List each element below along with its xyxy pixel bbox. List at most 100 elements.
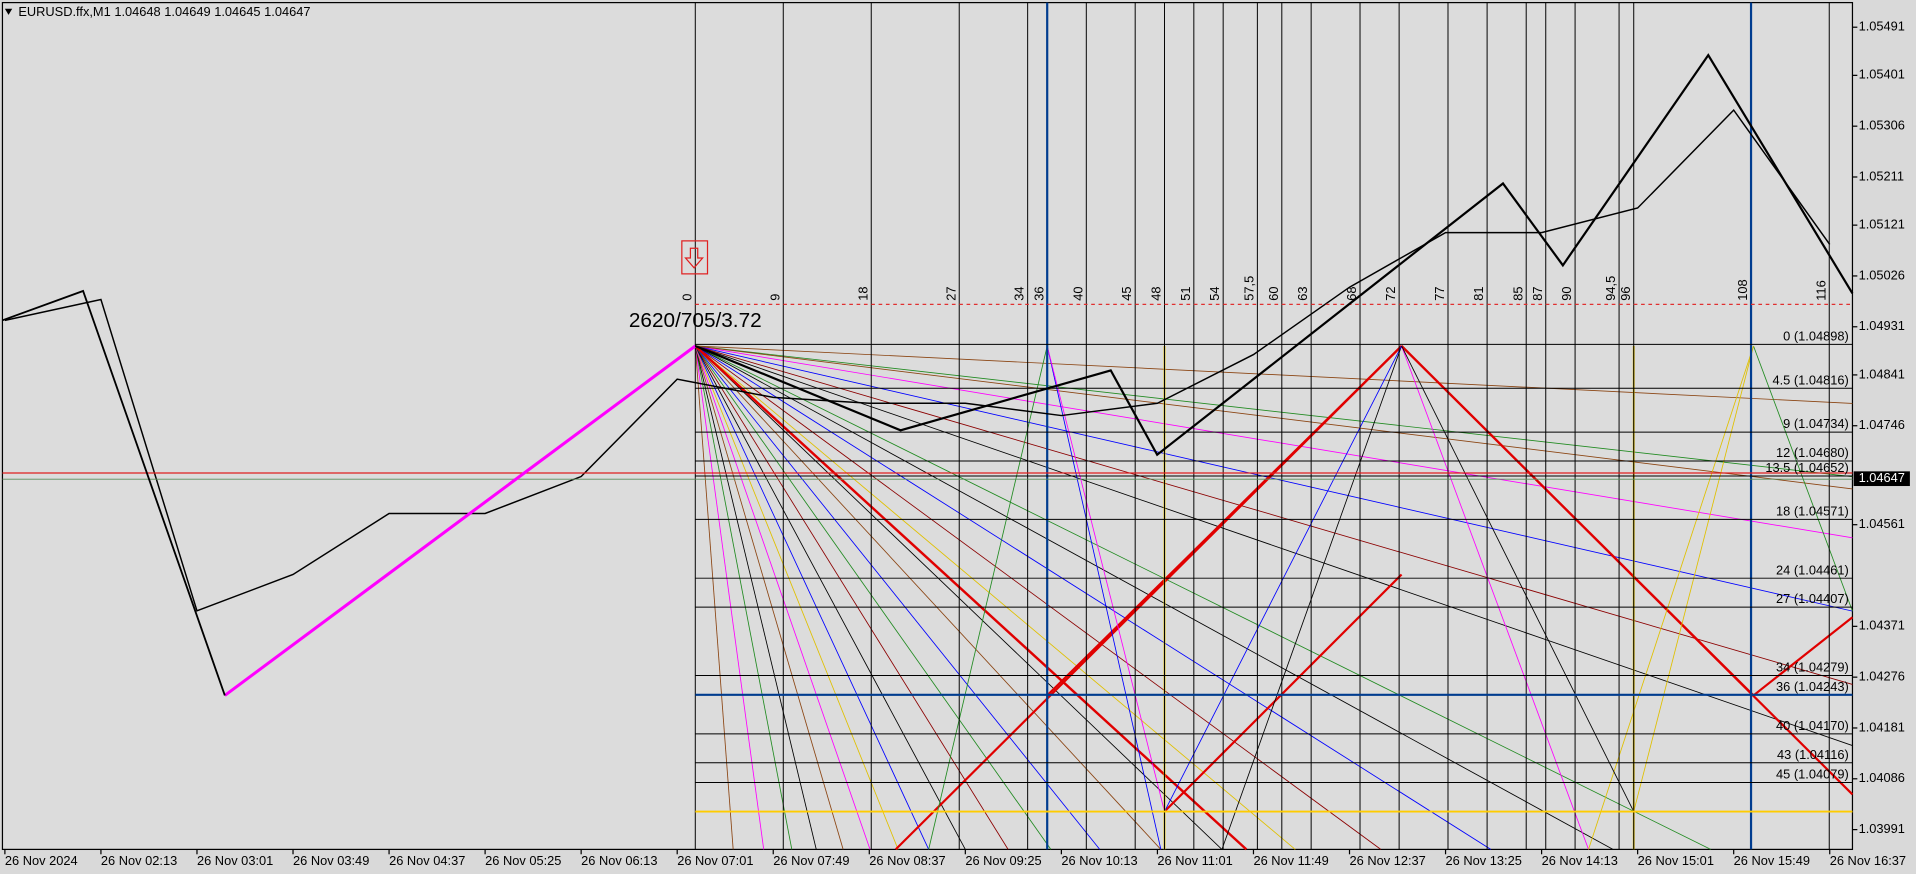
x-tick-label: 26 Nov 07:49 bbox=[773, 853, 849, 868]
fan-line bbox=[695, 345, 1853, 685]
cycle-label: 116 bbox=[1813, 280, 1828, 300]
cycle-label: 0 bbox=[679, 294, 694, 301]
y-tick-label: 1.04841 bbox=[1859, 366, 1905, 381]
cycle-label: 81 bbox=[1471, 286, 1486, 300]
cycle-label: 87 bbox=[1530, 286, 1545, 300]
y-tick-label: 1.04276 bbox=[1859, 669, 1905, 684]
fan-line bbox=[1221, 345, 1402, 850]
fan-line bbox=[695, 345, 1853, 490]
cycle-label: 96 bbox=[1618, 286, 1633, 300]
x-tick-label: 26 Nov 04:37 bbox=[389, 853, 465, 868]
level-label: 45 (1.04079) bbox=[1776, 767, 1849, 782]
level-label: 9 (1.04734) bbox=[1783, 416, 1849, 431]
y-tick-label: 1.05026 bbox=[1859, 267, 1905, 282]
fan-line bbox=[1753, 345, 1853, 612]
chart-title: EURUSD.ffx,M1 1.04648 1.04649 1.04645 1.… bbox=[18, 4, 310, 19]
level-label: 4.5 (1.04816) bbox=[1772, 372, 1848, 387]
fan-line bbox=[1046, 345, 1162, 850]
fan-line bbox=[695, 345, 1296, 850]
fan-line bbox=[695, 345, 1614, 850]
price-line bbox=[4, 108, 1831, 612]
y-tick-label: 1.05211 bbox=[1859, 168, 1904, 183]
x-tick-label: 26 Nov 10:13 bbox=[1061, 853, 1137, 868]
x-tick-label: 26 Nov 16:37 bbox=[1830, 853, 1906, 868]
level-label: 34 (1.04279) bbox=[1776, 660, 1849, 675]
fan-line bbox=[694, 345, 734, 850]
fan-line bbox=[1401, 345, 1589, 850]
fan-line bbox=[695, 345, 1853, 746]
x-tick-label: 26 Nov 2024 bbox=[5, 853, 78, 868]
fan-line bbox=[694, 345, 765, 850]
cycle-label: 40 bbox=[1070, 286, 1085, 300]
x-tick-label: 26 Nov 07:01 bbox=[677, 853, 753, 868]
annotation: 2620/705/3.72 bbox=[629, 309, 762, 332]
y-tick-label: 1.04371 bbox=[1859, 618, 1905, 633]
cycle-label: 51 bbox=[1178, 286, 1193, 300]
menu-icon bbox=[4, 8, 13, 15]
fan-line bbox=[694, 345, 817, 850]
fan-line bbox=[694, 345, 1009, 850]
cycle-label: 63 bbox=[1295, 286, 1310, 300]
y-tick-label: 1.04746 bbox=[1859, 417, 1905, 432]
fan-line bbox=[695, 345, 1382, 850]
cycle-label: 85 bbox=[1510, 286, 1525, 300]
fan-line bbox=[695, 345, 1853, 478]
level-label: 36 (1.04243) bbox=[1776, 679, 1849, 694]
x-tick-label: 26 Nov 03:49 bbox=[293, 853, 369, 868]
fan-line bbox=[694, 345, 793, 850]
red-cross bbox=[1163, 573, 1403, 813]
x-tick-label: 26 Nov 13:25 bbox=[1446, 853, 1522, 868]
y-tick-label: 1.03991 bbox=[1859, 821, 1905, 836]
cycle-label: 45 bbox=[1119, 286, 1134, 300]
level-label: 0 (1.04898) bbox=[1783, 328, 1849, 343]
fan-line bbox=[694, 345, 1162, 850]
cycle-label: 34 bbox=[1012, 286, 1027, 300]
zigzag bbox=[694, 53, 1854, 457]
cycle-label: 60 bbox=[1266, 286, 1281, 300]
level-label: 24 (1.04461) bbox=[1776, 562, 1849, 577]
x-tick-label: 26 Nov 09:25 bbox=[965, 853, 1041, 868]
x-tick-label: 26 Nov 11:49 bbox=[1253, 853, 1328, 868]
cycle-label: 48 bbox=[1149, 286, 1164, 300]
x-tick-label: 26 Nov 15:49 bbox=[1734, 853, 1810, 868]
arrow-icon bbox=[684, 247, 704, 269]
red-cross bbox=[1400, 345, 1854, 796]
y-tick-label: 1.04086 bbox=[1859, 770, 1905, 785]
cycle-label: 72 bbox=[1383, 286, 1398, 300]
red-cross bbox=[1752, 616, 1854, 697]
drawings bbox=[694, 2, 1854, 851]
level-label: 18 (1.04571) bbox=[1776, 503, 1849, 518]
level-label: 12 (1.04680) bbox=[1776, 445, 1849, 460]
x-tick-label: 26 Nov 11:01 bbox=[1157, 853, 1232, 868]
y-tick-label: 1.05306 bbox=[1859, 118, 1905, 133]
x-tick-label: 26 Nov 12:37 bbox=[1350, 853, 1426, 868]
red-fan bbox=[694, 345, 1248, 851]
level-label: 13.5 (1.04652) bbox=[1765, 460, 1848, 475]
cycle-label: 9 bbox=[767, 294, 782, 301]
y-tick-label: 1.05121 bbox=[1859, 217, 1905, 232]
level-label: 43 (1.04116) bbox=[1777, 747, 1849, 762]
trend-line bbox=[223, 344, 697, 697]
x-tick-label: 26 Nov 03:01 bbox=[197, 853, 273, 868]
price-box bbox=[1853, 471, 1910, 487]
y-tick-label: 1.04561 bbox=[1859, 516, 1905, 531]
cycle-label: 27 bbox=[943, 286, 958, 300]
x-tick-label: 26 Nov 15:01 bbox=[1638, 853, 1714, 868]
fan-line bbox=[694, 345, 966, 850]
fan-line bbox=[695, 345, 1853, 612]
y-tick-label: 1.04181 bbox=[1859, 719, 1905, 734]
cycle-label: 68 bbox=[1344, 286, 1359, 300]
fan-line bbox=[695, 345, 1853, 404]
level-label: 40 (1.04170) bbox=[1776, 718, 1849, 733]
y-tick-label: 1.05401 bbox=[1859, 67, 1905, 82]
zigzag bbox=[2, 289, 226, 696]
cycle-label: 94,5 bbox=[1603, 276, 1618, 301]
fan-line bbox=[694, 345, 871, 850]
y-tick-label: 1.04931 bbox=[1859, 318, 1905, 333]
axes: 0 9 18 27 34 36 40 45 48 51 54 57,5 60 63 68 72 77 81 85 87… bbox=[4, 19, 1910, 868]
current-price: 1.04647 bbox=[1859, 470, 1905, 485]
cycle-label: 54 bbox=[1207, 286, 1222, 300]
fan-line bbox=[694, 345, 844, 850]
